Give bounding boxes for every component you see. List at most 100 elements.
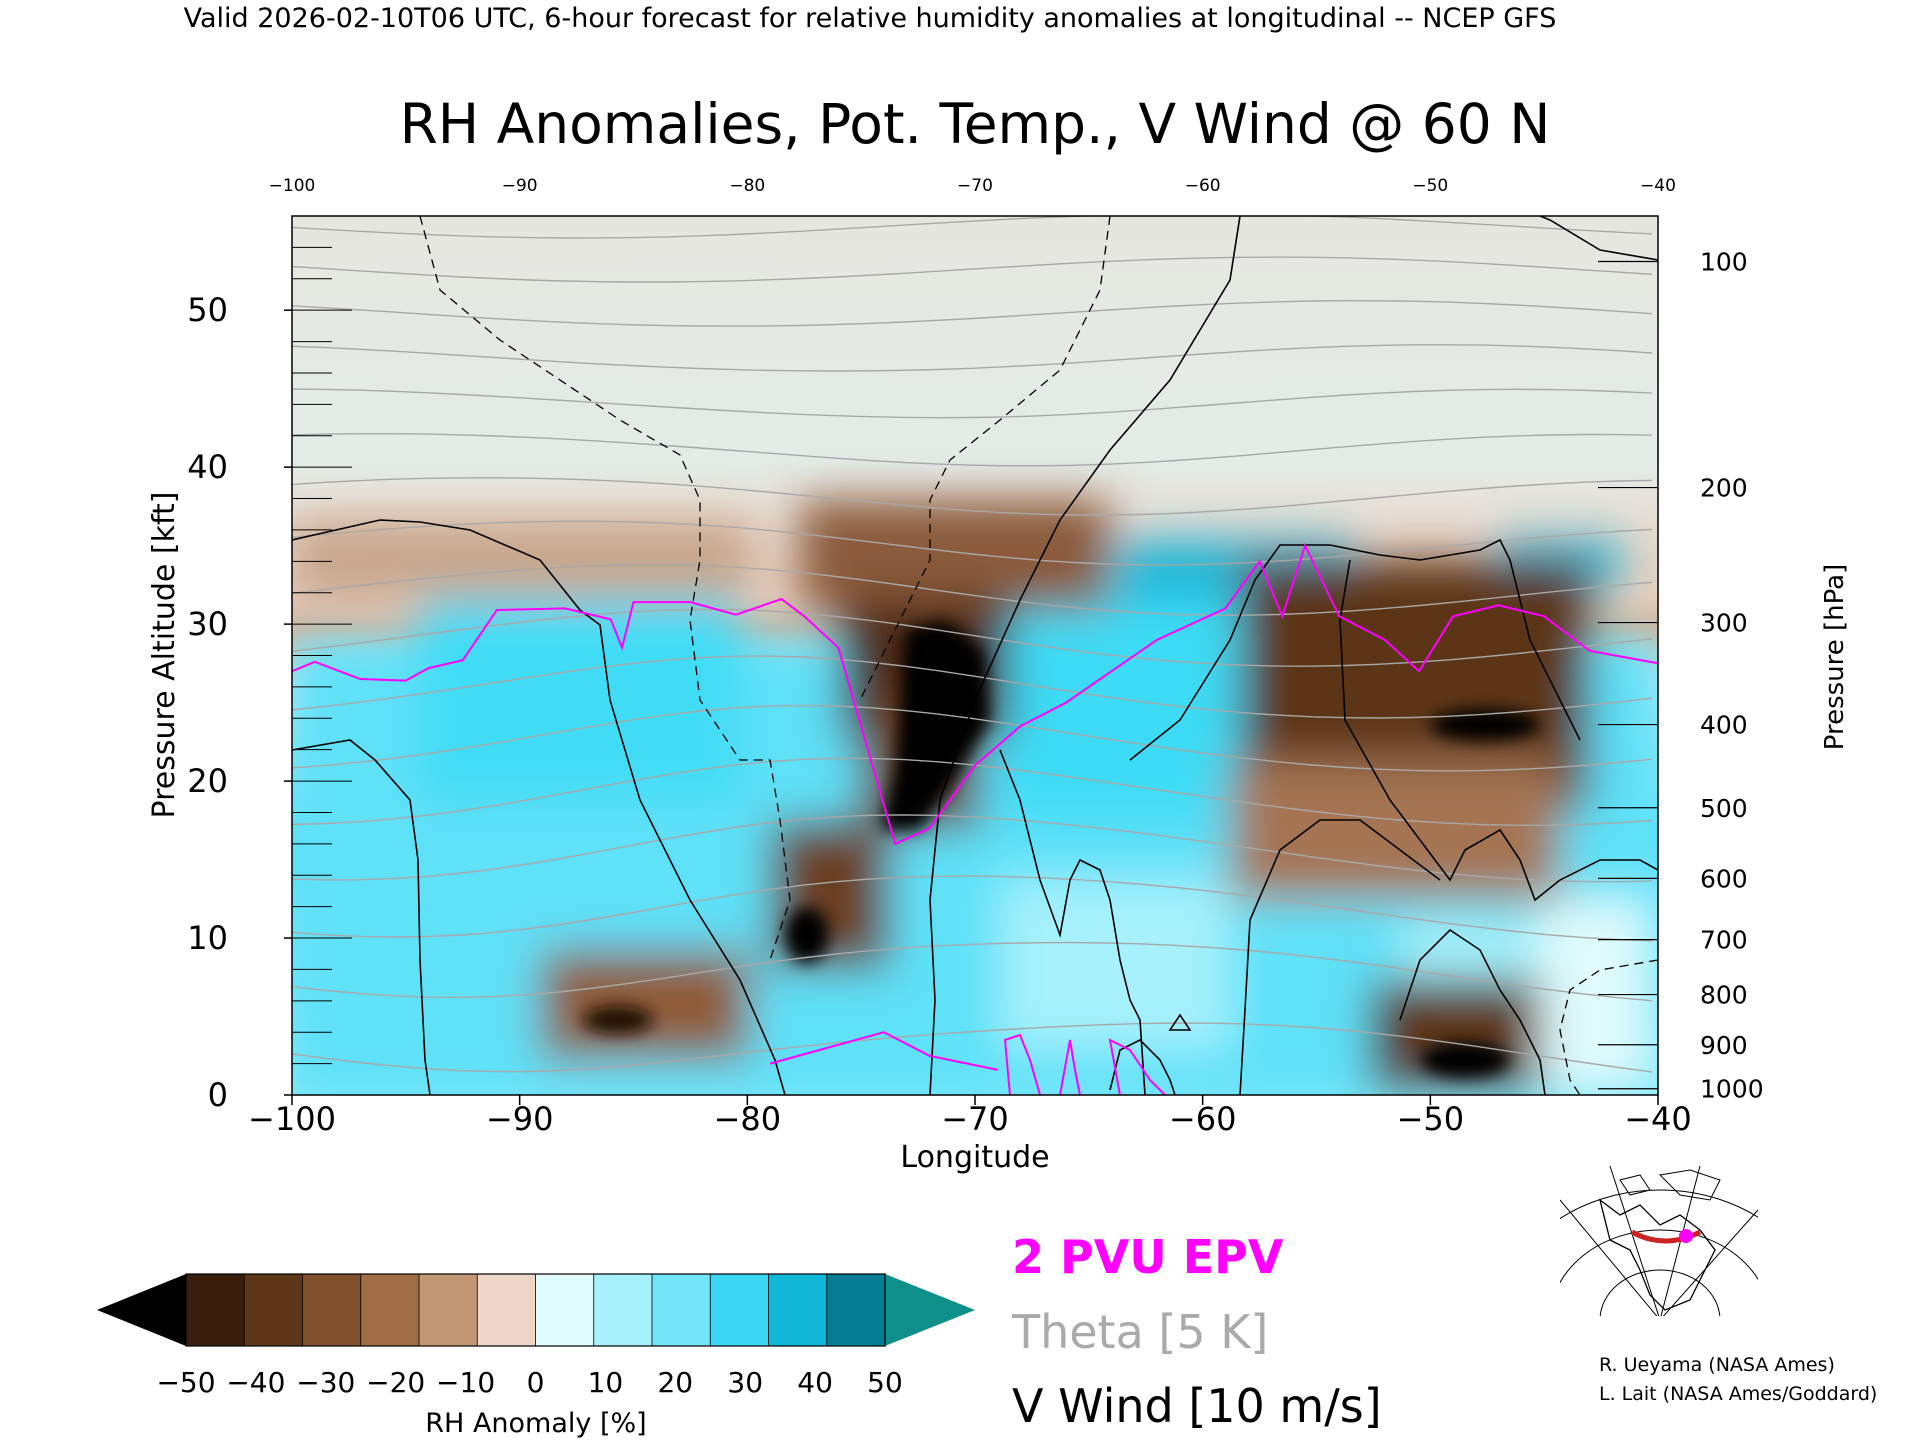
top-tick-label: −40 xyxy=(1640,176,1676,196)
inset-map xyxy=(1560,1166,1758,1316)
theta-contour xyxy=(292,433,1653,467)
legend-vwind: V Wind [10 m/s] xyxy=(1012,1379,1382,1433)
colorbar-segment xyxy=(476,1273,537,1347)
colorbar-segment xyxy=(360,1273,420,1347)
x-tick-label: −60 xyxy=(1169,1100,1237,1138)
pressure-tick-label: 1000 xyxy=(1700,1075,1764,1104)
top-x-axis: −100 −90 −80 −70 −60 −50 −40 xyxy=(269,176,1676,196)
colorbar-segment xyxy=(302,1273,362,1347)
theta-contour xyxy=(292,757,1653,827)
credit-line-2: L. Lait (NASA Ames/Goddard) xyxy=(1599,1383,1877,1405)
colorbar-tick-label: 50 xyxy=(867,1366,903,1399)
chart-title: RH Anomalies, Pot. Temp., V Wind @ 60 N xyxy=(400,92,1551,156)
theta-contour xyxy=(292,299,1653,327)
y-axis-right-label: Pressure [hPa] xyxy=(1820,564,1850,751)
y-axis-left: 0 10 20 30 40 50 xyxy=(187,215,352,1114)
theta-contour xyxy=(292,1022,1653,1073)
theta-contour xyxy=(292,477,1653,516)
x-tick-label: −100 xyxy=(248,1100,336,1138)
theta-contour xyxy=(292,704,1653,772)
legend-theta: Theta [5 K] xyxy=(1011,1305,1268,1359)
y-tick-label: 0 xyxy=(208,1076,228,1114)
colorbar-tick-label: −50 xyxy=(156,1366,215,1399)
plot-area xyxy=(292,216,1658,1095)
colorbar-frame xyxy=(185,1273,886,1347)
theta-contour xyxy=(292,941,1653,1002)
colorbar-tick-label: −40 xyxy=(226,1366,285,1399)
y-tick-label: 40 xyxy=(187,448,228,486)
top-tick-label: −80 xyxy=(729,176,765,196)
x-tick-label: −70 xyxy=(941,1100,1009,1138)
rh-anomaly-cores xyxy=(583,620,1540,1078)
top-tick-label: −90 xyxy=(502,176,538,196)
top-tick-label: −50 xyxy=(1412,176,1448,196)
legend-epv: 2 PVU EPV xyxy=(1012,1230,1284,1284)
colorbar-tick-label: −10 xyxy=(436,1366,495,1399)
theta-contour xyxy=(292,655,1653,719)
top-tick-label: −60 xyxy=(1185,176,1221,196)
top-tick-label: −70 xyxy=(957,176,993,196)
colorbar-tick-label: 10 xyxy=(588,1366,624,1399)
colorbar: −50 −40 −30 −20 −10 0 10 20 30 40 50 RH Anomaly [%… xyxy=(97,1273,975,1439)
colorbar-segment xyxy=(185,1273,246,1347)
rh-anomaly-field xyxy=(292,500,1658,1095)
inset-track xyxy=(1630,1229,1702,1244)
y-tick-label: 50 xyxy=(187,291,228,329)
colorbar-tick-label: 40 xyxy=(797,1366,833,1399)
theta-contour xyxy=(292,564,1653,616)
y-tick-label: 30 xyxy=(187,605,228,643)
colorbar-tick-label: −20 xyxy=(366,1366,425,1399)
colorbar-segment xyxy=(651,1273,712,1347)
colorbar-segment xyxy=(418,1273,479,1347)
colorbar-segment xyxy=(768,1273,828,1347)
x-axis: −100 −90 −80 −70 −60 −50 −40 xyxy=(248,1095,1692,1138)
y-axis-left-label: Pressure Altitude [kft] xyxy=(147,492,182,819)
colorbar-segment xyxy=(709,1273,770,1347)
theta-contour xyxy=(292,388,1653,419)
theta-contours xyxy=(292,216,1653,1073)
y-tick-label: 20 xyxy=(187,762,228,800)
pressure-tick-label: 300 xyxy=(1700,609,1748,638)
theta-contour xyxy=(292,344,1653,372)
colorbar-tick-label: 30 xyxy=(727,1366,763,1399)
theta-contour xyxy=(292,216,1653,239)
credit-line-1: R. Ueyama (NASA Ames) xyxy=(1599,1354,1835,1376)
x-tick-label: −50 xyxy=(1397,1100,1465,1138)
theta-contour xyxy=(292,256,1653,283)
colorbar-tick-label: −30 xyxy=(296,1366,355,1399)
inset-location-marker xyxy=(1679,1229,1693,1243)
colorbar-segment xyxy=(535,1273,595,1347)
colorbar-segment xyxy=(243,1273,304,1347)
x-tick-label: −90 xyxy=(486,1100,554,1138)
theta-contour xyxy=(292,875,1653,942)
colorbar-low-arrow xyxy=(97,1274,186,1346)
colorbar-segment xyxy=(593,1273,653,1347)
pressure-tick-label: 700 xyxy=(1700,926,1748,955)
y-tick-label: 10 xyxy=(187,919,228,957)
pressure-tick-label: 100 xyxy=(1700,248,1748,277)
pressure-tick-label: 400 xyxy=(1700,711,1748,740)
pressure-tick-label: 800 xyxy=(1700,981,1748,1010)
colorbar-tick-label: 0 xyxy=(527,1366,545,1399)
theta-contour xyxy=(292,814,1653,883)
pressure-tick-label: 500 xyxy=(1700,794,1748,823)
epv-2pvu-surface-line xyxy=(769,1031,999,1071)
v-wind-contours xyxy=(292,216,1658,1095)
theta-contour xyxy=(292,520,1653,566)
x-tick-label: −40 xyxy=(1624,1100,1692,1138)
pressure-tick-label: 900 xyxy=(1700,1031,1748,1060)
x-tick-label: −80 xyxy=(714,1100,782,1138)
colorbar-segment xyxy=(826,1273,886,1347)
colorbar-label: RH Anomaly [%] xyxy=(425,1408,646,1439)
epv-2pvu-lines xyxy=(292,542,1658,1095)
pressure-tick-label: 200 xyxy=(1700,474,1748,503)
y-axis-right: 100 200 300 400 500 600 700 800 900 1000 xyxy=(1598,248,1764,1104)
colorbar-high-arrow xyxy=(885,1274,975,1346)
x-axis-label: Longitude xyxy=(900,1140,1049,1175)
top-tick-label: −100 xyxy=(269,176,316,196)
epv-2pvu-line xyxy=(292,542,1658,846)
pressure-tick-label: 600 xyxy=(1700,864,1748,893)
top-info-line: Valid 2026-02-10T06 UTC, 6-hour forecast… xyxy=(184,3,1557,34)
v-wind-dashed-contours xyxy=(419,216,1658,1095)
